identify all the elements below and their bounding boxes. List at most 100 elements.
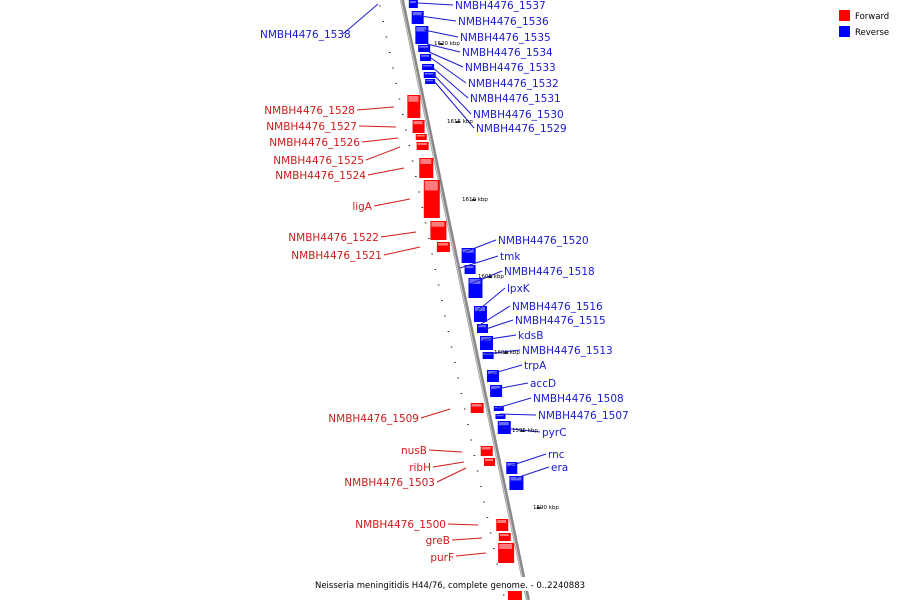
kbp-label-1600: 1600 kbp (494, 350, 520, 356)
gene-label: NMBH4476_1535 (460, 32, 551, 44)
reverse-gene-block (464, 265, 476, 274)
reverse-leader-line (431, 66, 469, 99)
forward-gene-block (498, 533, 511, 541)
reverse-leader-line (459, 255, 499, 269)
reverse-leader-line (426, 43, 461, 53)
forward-leader-line (455, 552, 487, 557)
reverse-leader-line (482, 334, 517, 341)
reverse-gene-highlight (426, 80, 434, 82)
gene-label: NMBH4476_1526 (269, 137, 360, 149)
reverse-gene-highlight (481, 337, 492, 341)
reverse-leader-line (479, 319, 514, 332)
forward-gene-highlight (420, 159, 432, 164)
legend-reverse-label: Reverse (855, 28, 889, 38)
reverse-gene-highlight (496, 415, 504, 417)
forward-leader-line (373, 198, 411, 207)
reverse-leader-line (496, 397, 532, 409)
gene-label: NMBH4476_1534 (462, 47, 553, 59)
reverse-leader-line (430, 57, 467, 84)
gene-label: lpxK (507, 283, 531, 295)
reverse-leader-line (417, 2, 454, 6)
reverse-gene-block (408, 0, 418, 8)
reverse-gene-highlight (421, 55, 430, 57)
forward-gene-highlight (413, 121, 423, 125)
label-leaders (342, 2, 550, 557)
forward-gene-highlight (481, 447, 491, 450)
gene-label: rnc (548, 449, 565, 461)
gene-label: NMBH4476_1508 (533, 393, 624, 405)
reverse-leader-line (484, 349, 521, 355)
forward-leader-line (447, 523, 479, 526)
forward-gene-labels: NMBH4476_1528 NMBH4476_1527 NMBH4476_152… (264, 105, 454, 564)
forward-gene-highlight (437, 243, 448, 246)
gene-label: NMBH4476_1536 (458, 16, 549, 28)
gene-label: NMBH4476_1529 (476, 123, 567, 135)
forward-gene-highlight (497, 520, 507, 523)
gene-label: NMBH4476_1518 (504, 266, 595, 278)
reverse-leader-line (432, 73, 472, 115)
forward-gene-highlight (499, 544, 513, 549)
forward-leader-line (380, 231, 417, 238)
gene-label: NMBH4476_1528 (264, 105, 355, 117)
reverse-gene-highlight (416, 27, 427, 32)
forward-leader-line (451, 537, 483, 541)
gene-label: NMBH4476_1538 (260, 29, 351, 41)
gene-label: NMBH4476_1527 (266, 121, 357, 133)
gene-label: NMBH4476_1509 (328, 413, 419, 425)
kbp-label-1620: 1620 kbp (434, 41, 460, 47)
reverse-gene-block (493, 406, 504, 411)
reverse-gene-block (482, 352, 494, 359)
gene-label: NMBH4476_1525 (273, 155, 364, 167)
reverse-gene-highlight (423, 65, 433, 67)
reverse-gene-highlight (487, 371, 497, 374)
forward-gene-highlight (417, 143, 427, 145)
forward-leader-line (428, 449, 463, 453)
forward-gene-block (480, 446, 493, 456)
kbp-label-1595: 1595 kbp (512, 428, 538, 434)
reverse-leader-line (428, 51, 464, 68)
reverse-gene-highlight (412, 12, 422, 16)
forward-leader-line (365, 146, 401, 161)
forward-leader-line (432, 461, 465, 468)
reverse-gene-highlight (409, 1, 416, 3)
reverse-gene-highlight (419, 46, 429, 48)
reverse-leader-line (501, 427, 541, 433)
gene-label: accD (530, 378, 556, 390)
gene-label: NMBH4476_1521 (291, 250, 382, 262)
forward-gene-block (436, 242, 450, 252)
legend-reverse-swatch (839, 26, 850, 37)
gene-label: NMBH4476_1520 (498, 235, 589, 247)
gene-label: greB (426, 535, 450, 547)
reverse-leader-line (433, 80, 475, 129)
forward-leader-line (383, 246, 421, 256)
reverse-gene-highlight (491, 386, 501, 389)
gene-label: era (551, 462, 568, 474)
reverse-leader-line (475, 287, 506, 313)
gene-label: NMBH4476_1524 (275, 170, 366, 182)
reverse-gene-block (476, 324, 488, 333)
gene-label: kdsB (518, 330, 543, 342)
gene-label: NMBH4476_1537 (455, 0, 546, 12)
reverse-gene-block (422, 64, 435, 70)
forward-gene-block (484, 458, 496, 466)
caption-background (300, 577, 600, 591)
legend: Forward Reverse (839, 10, 889, 38)
forward-gene-highlight (471, 404, 482, 407)
gene-label: NMBH4476_1522 (288, 232, 379, 244)
gene-label: purF (430, 552, 454, 564)
reverse-gene-labels: NMBH4476_1538 NMBH4476_1537 NMBH4476_153… (260, 0, 629, 474)
forward-leader-line (420, 408, 451, 419)
reverse-gene-highlight (510, 477, 522, 481)
genome-backbone (400, 0, 530, 600)
kbp-label-1610: 1610 kbp (462, 197, 488, 203)
gene-label: ribH (409, 462, 431, 474)
gene-blocks (407, 0, 524, 600)
legend-forward-label: Forward (855, 12, 889, 22)
forward-gene-highlight (408, 96, 419, 102)
gene-label: trpA (524, 360, 547, 372)
gene-label: tmk (500, 251, 521, 263)
reverse-leader-line (509, 453, 547, 467)
forward-leader-line (436, 467, 467, 483)
reverse-gene-block (495, 414, 506, 419)
